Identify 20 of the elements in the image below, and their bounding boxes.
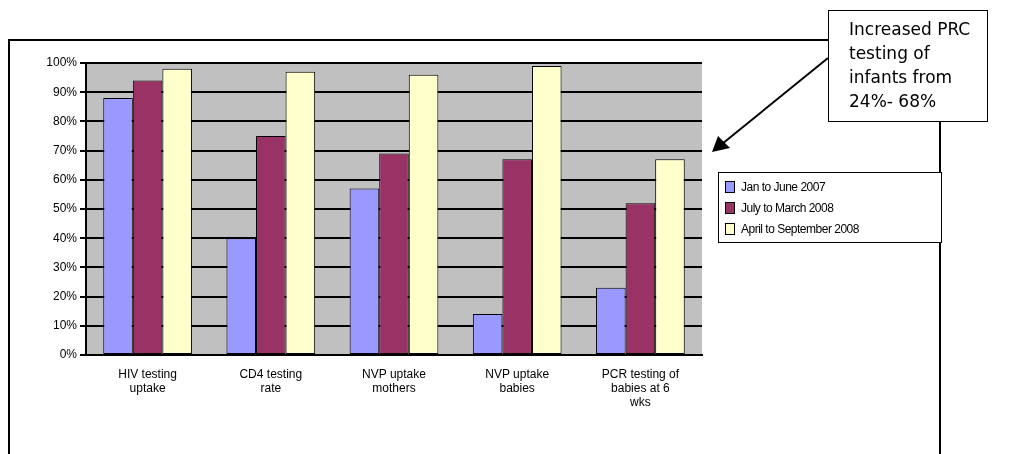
y-tick-label: 90% bbox=[52, 84, 78, 99]
y-tick-label: 0% bbox=[59, 347, 78, 362]
x-tick-label: NVP uptake mothers bbox=[362, 366, 427, 395]
text: Increased PRC testing of infants from 24%- 68% bbox=[828, 10, 988, 122]
y-tick-label: 60% bbox=[52, 172, 78, 187]
x-tick-label: NVP uptake babies bbox=[485, 366, 550, 395]
y-tick-label: 30% bbox=[52, 259, 78, 274]
x-tick-label: PCR testing of babies at 6 wks bbox=[601, 366, 680, 410]
x-tick-label: CD4 testing rate bbox=[239, 366, 303, 395]
legend-label: Jan to June 2007 bbox=[741, 179, 826, 194]
legend-label: April to September 2008 bbox=[741, 221, 859, 236]
x-tick-label: HIV testing uptake bbox=[118, 366, 177, 395]
y-tick-label: 50% bbox=[52, 201, 78, 216]
y-tick-label: 20% bbox=[52, 288, 78, 303]
y-tick-label: 40% bbox=[52, 230, 78, 245]
legend-label: July to March 2008 bbox=[741, 200, 834, 215]
y-tick-label: 100% bbox=[46, 55, 78, 70]
y-tick-label: 70% bbox=[52, 142, 78, 157]
y-tick-label: 10% bbox=[52, 318, 78, 333]
y-tick-label: 80% bbox=[52, 113, 78, 128]
